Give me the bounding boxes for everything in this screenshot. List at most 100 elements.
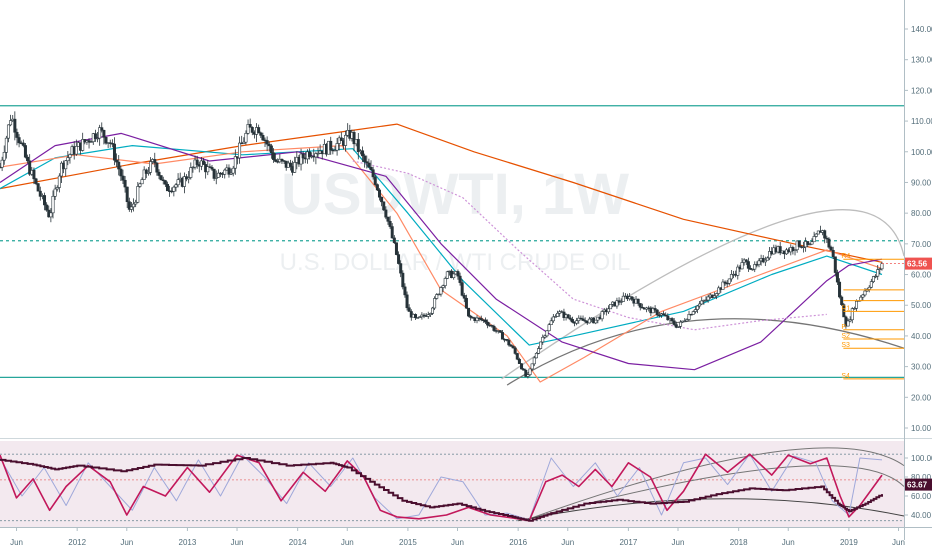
candle-body xyxy=(823,230,827,239)
candle-body xyxy=(265,140,269,145)
candle-body xyxy=(808,243,812,246)
candle-body xyxy=(706,296,710,301)
candle-body xyxy=(176,179,180,186)
candle-body xyxy=(712,295,716,298)
candle-body xyxy=(445,271,449,279)
candle-body xyxy=(53,188,57,197)
candle-body xyxy=(640,306,644,309)
candle-body xyxy=(365,161,369,164)
candle-body xyxy=(850,308,854,321)
pivot-level-label: P xyxy=(841,324,846,331)
candle-body xyxy=(842,304,846,318)
candle-body xyxy=(227,167,231,175)
candle-body xyxy=(216,172,220,178)
price-arc xyxy=(501,209,905,380)
candle-body xyxy=(736,266,740,276)
candle-body xyxy=(744,259,748,262)
candle-body xyxy=(399,263,403,274)
candle-body xyxy=(515,353,519,360)
candle-body xyxy=(229,172,233,175)
candle-body xyxy=(456,271,460,277)
pivot-level-label: S3 xyxy=(841,342,850,349)
candle-body xyxy=(545,330,549,337)
candle-body xyxy=(335,143,339,151)
candle-body xyxy=(581,318,585,321)
candle-body xyxy=(208,166,212,168)
price-y-tick-label: 50.00 xyxy=(911,301,932,310)
candle-body xyxy=(475,317,479,322)
candle-body xyxy=(835,272,839,283)
candle-body xyxy=(55,187,59,190)
candle-body xyxy=(134,201,138,205)
x-tick-label: 2016 xyxy=(509,538,527,547)
candle-body xyxy=(674,324,678,328)
candle-body xyxy=(32,170,36,180)
x-tick-label: Jun xyxy=(120,538,133,547)
candle-body xyxy=(51,195,55,214)
osc-y-tick-label: 80.00 xyxy=(911,473,932,482)
candle-body xyxy=(458,275,462,283)
candle-body xyxy=(405,294,409,309)
candle-body xyxy=(679,321,683,327)
candle-body xyxy=(261,135,265,141)
candle-body xyxy=(401,272,405,288)
candle-body xyxy=(155,162,159,173)
candle-body xyxy=(793,249,797,251)
candle-body xyxy=(797,240,801,247)
candle-body xyxy=(428,313,432,315)
candle-body xyxy=(814,233,818,237)
candle-body xyxy=(549,320,553,326)
candle-body xyxy=(609,303,613,310)
last-price-label: 63.56 xyxy=(907,260,928,269)
candle-body xyxy=(687,314,691,320)
candle-body xyxy=(182,176,186,187)
candle-body xyxy=(704,299,708,302)
candle-body xyxy=(397,254,401,264)
candle-body xyxy=(693,309,697,312)
price-y-tick-label: 70.00 xyxy=(911,240,932,249)
candle-body xyxy=(729,274,733,280)
candle-body xyxy=(238,142,242,159)
pivot-level-label: R4 xyxy=(841,253,850,260)
candle-body xyxy=(462,295,466,299)
candle-body xyxy=(505,339,509,341)
price-y-tick-label: 30.00 xyxy=(911,363,932,372)
candle-body xyxy=(689,314,693,316)
candle-body xyxy=(93,133,97,139)
candle-body xyxy=(369,167,373,171)
candle-body xyxy=(89,141,93,143)
candle-body xyxy=(651,308,655,314)
candle-body xyxy=(698,303,702,307)
candle-body xyxy=(522,368,526,371)
candle-body xyxy=(483,319,487,323)
candle-body xyxy=(541,336,545,343)
candle-body xyxy=(269,145,273,154)
candle-body xyxy=(244,133,248,143)
candle-body xyxy=(509,344,513,347)
pivot-level-label: R1 xyxy=(841,305,850,312)
candle-body xyxy=(517,358,521,364)
candle-body xyxy=(827,238,831,248)
candle-body xyxy=(316,152,320,155)
candle-body xyxy=(570,319,574,323)
candle-body xyxy=(751,268,755,271)
candle-body xyxy=(439,287,443,295)
candle-body xyxy=(806,241,810,245)
candle-body xyxy=(543,335,547,338)
candle-body xyxy=(416,317,420,319)
candle-body xyxy=(314,153,318,158)
candle-body xyxy=(195,159,199,165)
candle-body xyxy=(498,330,502,333)
candle-body xyxy=(373,176,377,185)
candle-body xyxy=(382,201,386,211)
candle-body xyxy=(15,131,19,138)
candle-body xyxy=(375,184,379,191)
candle-body xyxy=(861,294,865,298)
candle-body xyxy=(159,175,163,181)
candle-body xyxy=(753,264,757,270)
candle-body xyxy=(556,312,560,317)
candle-body xyxy=(299,153,303,165)
candle-body xyxy=(308,151,312,157)
candle-body xyxy=(191,166,195,169)
